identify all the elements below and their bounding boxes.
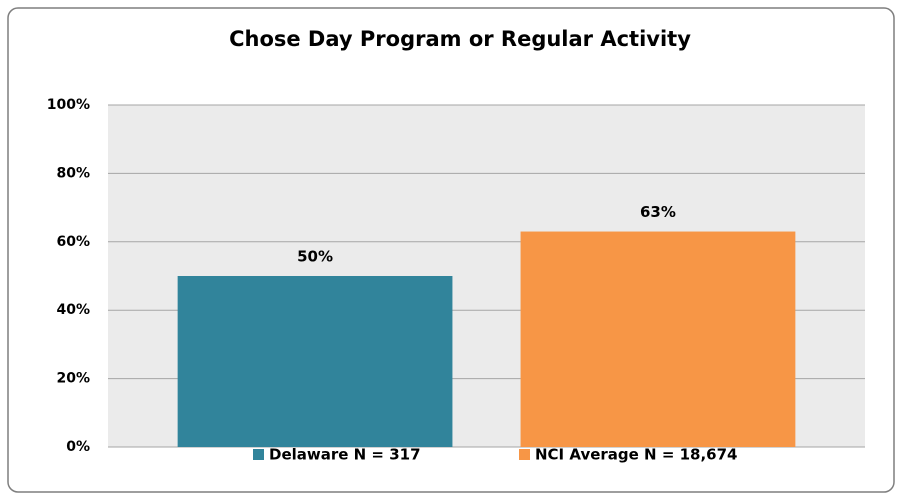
bar [177, 276, 453, 447]
y-tick-label: 0% [66, 439, 90, 455]
chart-title: Chose Day Program or Regular Activity [229, 27, 691, 51]
legend-swatch [253, 449, 264, 460]
y-tick-label: 20% [56, 371, 90, 387]
legend-swatch [519, 449, 530, 460]
data-label: 63% [640, 203, 676, 221]
data-label: 50% [297, 248, 333, 266]
legend-label: Delaware N = 317 [269, 446, 421, 464]
y-tick-label: 60% [56, 234, 90, 250]
y-tick-label: 40% [56, 302, 90, 318]
bar [520, 231, 796, 447]
legend-label: NCI Average N = 18,674 [535, 446, 738, 464]
y-tick-label: 80% [56, 165, 90, 181]
y-tick-label: 100% [47, 97, 90, 113]
